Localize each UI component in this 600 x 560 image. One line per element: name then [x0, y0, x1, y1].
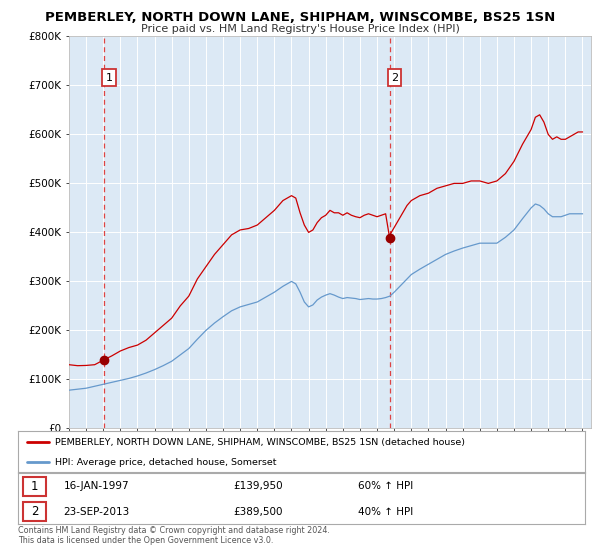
Text: 23-SEP-2013: 23-SEP-2013	[64, 506, 130, 516]
Text: PEMBERLEY, NORTH DOWN LANE, SHIPHAM, WINSCOMBE, BS25 1SN (detached house): PEMBERLEY, NORTH DOWN LANE, SHIPHAM, WIN…	[55, 437, 465, 446]
Text: £139,950: £139,950	[233, 481, 283, 491]
Text: PEMBERLEY, NORTH DOWN LANE, SHIPHAM, WINSCOMBE, BS25 1SN: PEMBERLEY, NORTH DOWN LANE, SHIPHAM, WIN…	[45, 11, 555, 24]
Text: This data is licensed under the Open Government Licence v3.0.: This data is licensed under the Open Gov…	[18, 536, 274, 545]
Text: £389,500: £389,500	[233, 506, 283, 516]
Text: 2: 2	[31, 505, 38, 518]
Text: 1: 1	[31, 480, 38, 493]
Text: Contains HM Land Registry data © Crown copyright and database right 2024.: Contains HM Land Registry data © Crown c…	[18, 526, 330, 535]
FancyBboxPatch shape	[23, 502, 46, 521]
Text: 16-JAN-1997: 16-JAN-1997	[64, 481, 129, 491]
Text: 60% ↑ HPI: 60% ↑ HPI	[358, 481, 413, 491]
Text: 40% ↑ HPI: 40% ↑ HPI	[358, 506, 413, 516]
Text: 1: 1	[106, 73, 113, 82]
Text: 2: 2	[391, 73, 398, 82]
FancyBboxPatch shape	[23, 477, 46, 496]
Text: Price paid vs. HM Land Registry's House Price Index (HPI): Price paid vs. HM Land Registry's House …	[140, 24, 460, 34]
Text: HPI: Average price, detached house, Somerset: HPI: Average price, detached house, Some…	[55, 458, 277, 466]
